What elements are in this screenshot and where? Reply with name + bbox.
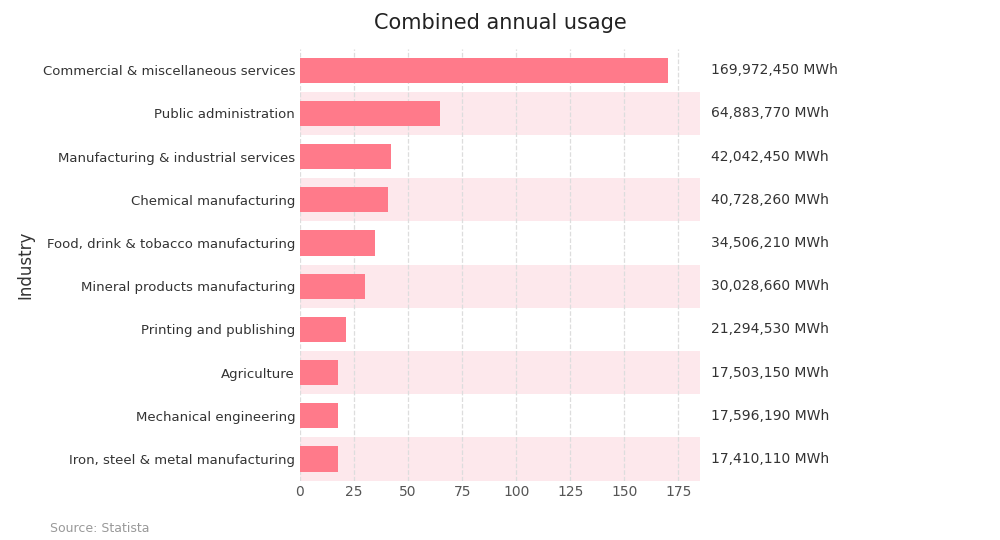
Bar — [300, 101, 440, 126]
Bar — [300, 231, 375, 255]
Bar — [300, 360, 338, 385]
Text: 34,506,210 MWh: 34,506,210 MWh — [711, 236, 829, 250]
Text: 169,972,450 MWh: 169,972,450 MWh — [711, 63, 838, 77]
Bar — [300, 49, 700, 92]
Bar — [300, 308, 700, 351]
Bar — [300, 187, 388, 212]
Bar — [300, 92, 700, 135]
Bar — [300, 135, 700, 178]
Text: 64,883,770 MWh: 64,883,770 MWh — [711, 106, 829, 120]
Bar — [300, 58, 668, 83]
Bar — [300, 403, 338, 428]
Text: 17,410,110 MWh: 17,410,110 MWh — [711, 452, 829, 466]
Text: 17,503,150 MWh: 17,503,150 MWh — [711, 366, 829, 380]
Bar — [300, 437, 700, 481]
Bar — [300, 178, 700, 221]
Y-axis label: Industry: Industry — [16, 231, 34, 299]
Title: Combined annual usage: Combined annual usage — [374, 13, 626, 33]
Text: 42,042,450 MWh: 42,042,450 MWh — [711, 150, 829, 164]
Bar — [300, 265, 700, 308]
Text: 30,028,660 MWh: 30,028,660 MWh — [711, 279, 829, 293]
Bar — [300, 447, 338, 471]
Bar — [300, 394, 700, 437]
Text: 21,294,530 MWh: 21,294,530 MWh — [711, 322, 829, 336]
Text: Source: Statista: Source: Statista — [50, 522, 150, 535]
Bar — [300, 317, 346, 342]
Text: 17,596,190 MWh: 17,596,190 MWh — [711, 409, 829, 423]
Bar — [300, 351, 700, 394]
Bar — [300, 274, 365, 299]
Bar — [300, 144, 391, 169]
Bar — [300, 221, 700, 265]
Text: 40,728,260 MWh: 40,728,260 MWh — [711, 193, 829, 207]
